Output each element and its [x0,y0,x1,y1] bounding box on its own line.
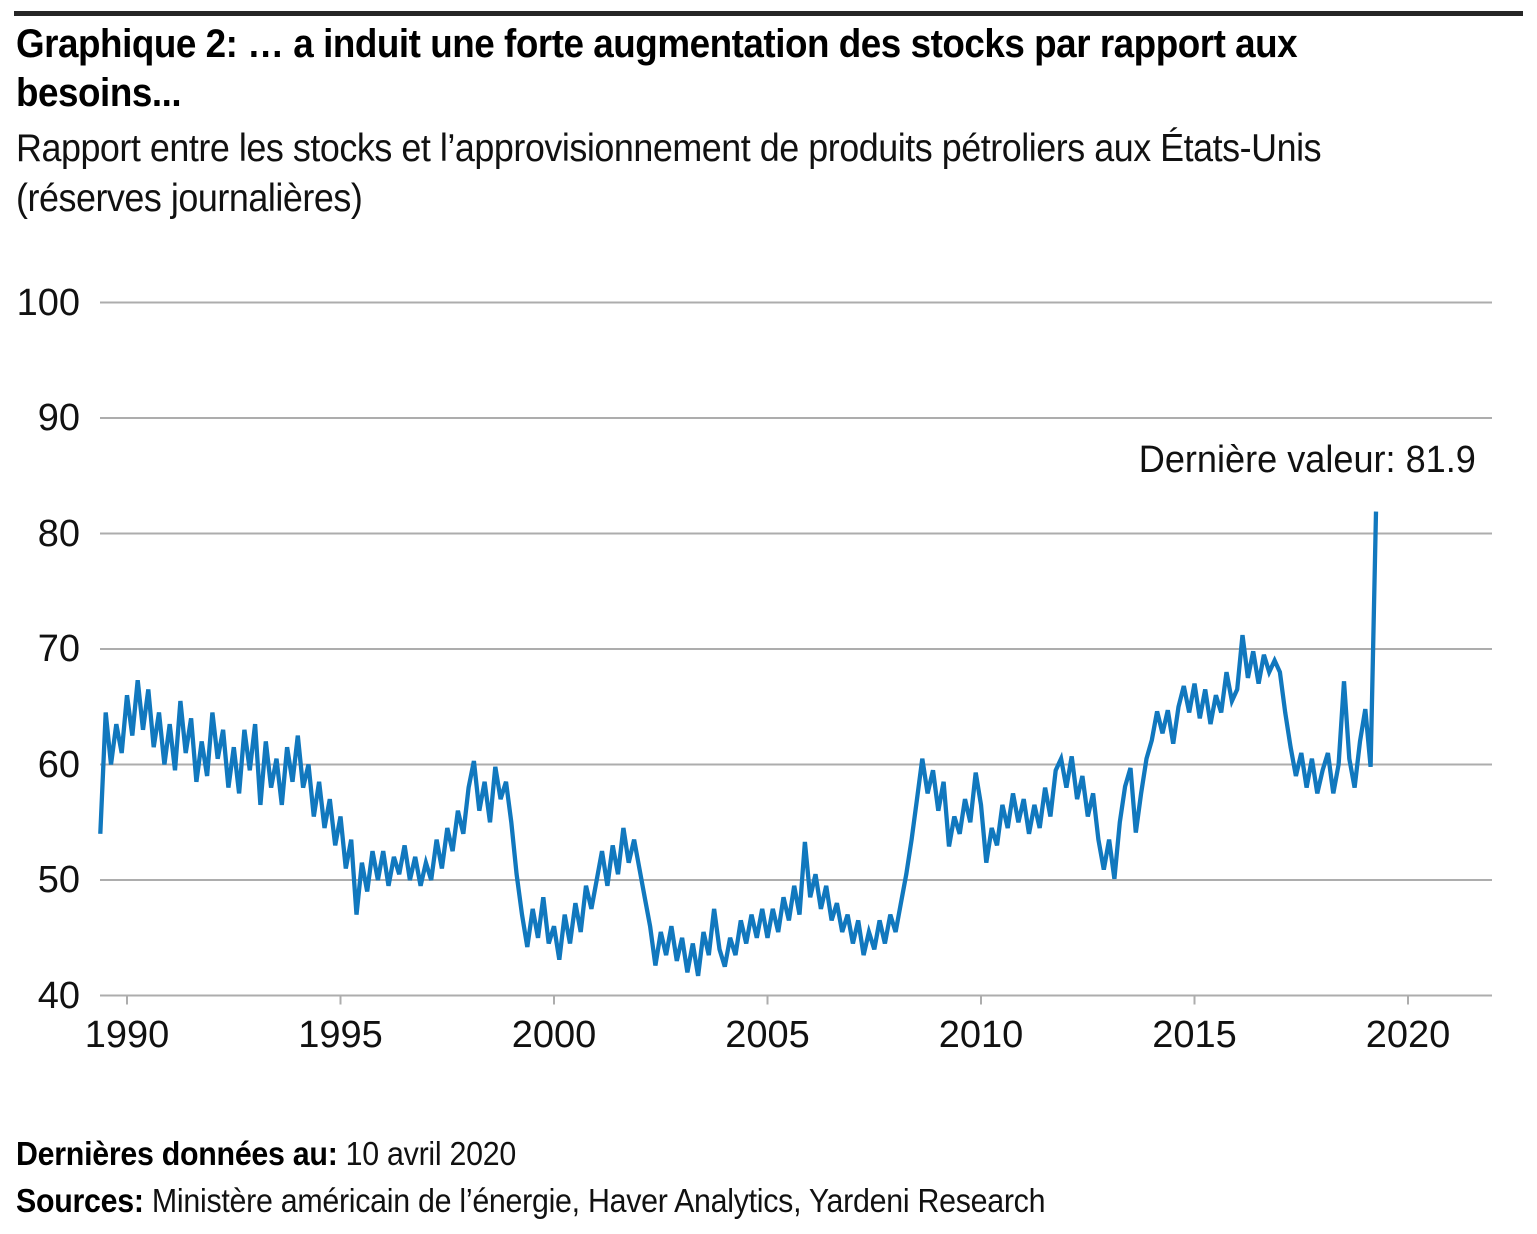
y-axis-tick-label: 40 [37,974,80,1017]
y-axis-tick-label: 90 [37,397,80,439]
x-axis-tick-label: 2020 [1365,1014,1451,1056]
y-axis-tick-label: 50 [37,859,80,901]
x-axis-tick-label: 1995 [298,1014,383,1056]
chart-subtitle: Rapport entre les stocks et l’approvisio… [16,124,1322,224]
y-axis-tick-label: 70 [37,628,80,670]
footer-sources-line: Sources: Ministère américain de l’énergi… [16,1177,1045,1224]
x-axis-tick-label: 1990 [84,1014,170,1056]
footer-sources-value: Ministère américain de l’énergie, Haver … [143,1182,1046,1219]
x-axis-tick-label: 2005 [725,1014,810,1056]
x-axis-tick-label: 2015 [1152,1014,1237,1056]
x-axis-tick-label: 2000 [511,1014,597,1056]
y-axis-tick-label: 100 [16,281,80,324]
chart-subtitle-line2: (réserves journalières) [16,177,363,220]
y-axis-tick-label: 60 [37,743,80,786]
chart-title-line1: Graphique 2: … a induit une forte augmen… [16,22,1298,66]
last-value-annotation: Dernière valeur: 81.9 [1138,439,1476,481]
x-axis-tick-label: 2010 [938,1014,1024,1056]
top-rule [14,11,1523,16]
footer-last-data-line: Dernières données au: 10 avril 2020 [16,1130,1045,1177]
footer-last-data-value: 10 avril 2020 [337,1135,517,1172]
footer-sources-label: Sources: [16,1182,144,1219]
data-line [98,511,1379,977]
chart-title-line2: besoins... [16,71,182,115]
chart-subtitle-line1: Rapport entre les stocks et l’approvisio… [16,127,1322,170]
chart-footer: Dernières données au: 10 avril 2020 Sour… [16,1130,1045,1224]
footer-last-data-label: Dernières données au: [16,1135,338,1172]
chart-title: Graphique 2: … a induit une forte augmen… [16,20,1298,118]
y-axis-tick-label: 80 [37,512,80,555]
